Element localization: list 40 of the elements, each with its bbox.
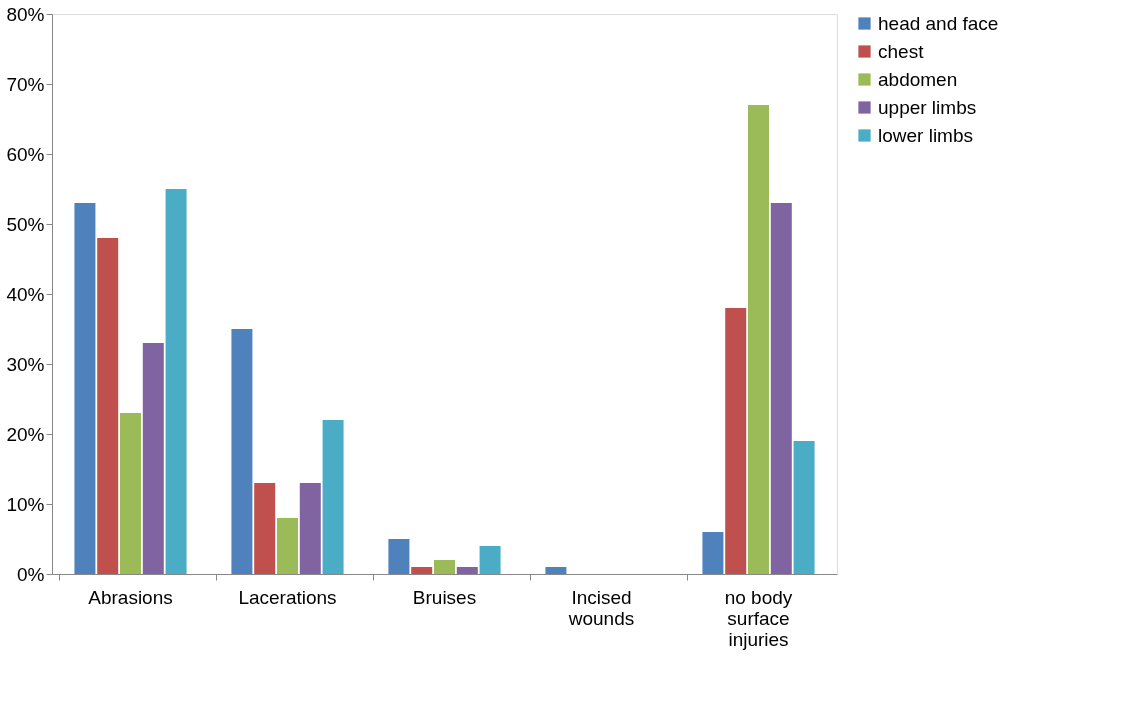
bar [545, 567, 567, 574]
bar [748, 105, 769, 574]
y-tick-label: 20% [6, 423, 45, 445]
bar [97, 238, 119, 574]
bar [254, 483, 276, 574]
y-tick-label: 70% [6, 73, 45, 95]
bar [725, 308, 747, 574]
y-tick-label: 50% [6, 213, 45, 235]
bar [120, 413, 141, 574]
bar [770, 203, 792, 574]
bar [165, 189, 187, 574]
y-tick-label: 10% [6, 493, 45, 515]
y-tick-label: 40% [6, 283, 45, 305]
y-tick-label: 0% [17, 563, 45, 585]
bar [793, 441, 815, 574]
bar [277, 518, 298, 574]
bar [388, 539, 410, 574]
y-tick-label: 60% [6, 143, 45, 165]
x-tick-label: Incised wounds [567, 586, 635, 629]
bar [142, 343, 164, 574]
legend-label: chest [878, 40, 925, 62]
x-tick-label: Lacerations [238, 586, 337, 608]
x-tick-label: no body surface injuries [724, 586, 793, 650]
bar [74, 203, 96, 574]
bar [479, 546, 501, 574]
bar [702, 532, 724, 574]
legend-label: lower limbs [878, 124, 974, 146]
legend-label: head and face [878, 12, 999, 34]
legend-label: upper limbs [878, 96, 977, 118]
bar [299, 483, 321, 574]
x-tick-label: Abrasions [88, 586, 173, 608]
bar [456, 567, 478, 574]
bar [411, 567, 433, 574]
x-tick-label: Bruises [412, 586, 477, 608]
bar [231, 329, 253, 574]
y-tick-label: 30% [6, 353, 45, 375]
bar [434, 560, 455, 574]
y-tick-label: 80% [6, 3, 45, 25]
bar [322, 420, 344, 574]
legend-label: abdomen [878, 68, 958, 90]
